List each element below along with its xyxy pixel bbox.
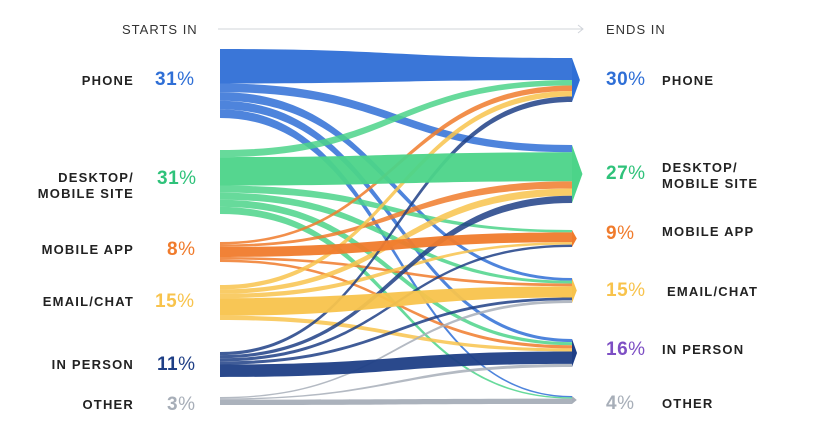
- flow-mobile-app-to-desktop-mobile-site: [220, 181, 572, 247]
- end-arrow-email-chat: [572, 278, 577, 303]
- end-label-other: OTHER: [662, 396, 714, 411]
- flow-phone-to-in-person: [220, 100, 572, 343]
- flow-phone-to-other: [220, 109, 572, 398]
- end-label-desktop-mobile-site: DESKTOP/ MOBILE SITE: [662, 160, 759, 191]
- start-pct-other: 3%: [167, 394, 196, 415]
- start-pct-in-person: 11%: [157, 354, 196, 375]
- end-nodes-group: [572, 58, 583, 404]
- end-label-email-chat: EMAIL/CHAT: [667, 284, 759, 299]
- start-pct-mobile-app: 8%: [167, 239, 196, 260]
- flow-email-chat-to-email-chat: [220, 286, 572, 316]
- arrow-line: [218, 24, 584, 34]
- flow-in-person-to-desktop-mobile-site: [220, 195, 572, 359]
- end-pct-mobile-app: 9%: [606, 223, 635, 244]
- end-label-phone: PHONE: [662, 73, 715, 88]
- end-label-in-person: IN PERSON: [662, 342, 745, 357]
- flow-desktop-mobile-site-to-email-chat: [220, 192, 572, 284]
- end-arrow-other: [572, 396, 577, 404]
- flow-other-to-in-person: [220, 363, 572, 400]
- end-label-mobile-app: MOBILE APP: [662, 224, 755, 239]
- flow-in-person-to-in-person: [220, 351, 572, 377]
- header-arrow-line: [218, 24, 584, 34]
- flow-mobile-app-to-mobile-app: [220, 232, 572, 257]
- start-label-phone: PHONE: [81, 73, 134, 88]
- start-pct-desktop-mobile-site: 31%: [157, 168, 197, 189]
- end-pct-in-person: 16%: [606, 339, 646, 360]
- start-pct-phone: 31%: [155, 69, 195, 90]
- end-pct-other: 4%: [606, 393, 635, 414]
- start-label-email-chat: EMAIL/CHAT: [42, 294, 134, 309]
- flow-email-chat-to-in-person: [220, 315, 572, 352]
- start-pct-email-chat: 15%: [155, 291, 195, 312]
- flow-mobile-app-to-email-chat: [220, 257, 572, 287]
- end-pct-email-chat: 15%: [606, 280, 646, 301]
- end-pct-desktop-mobile-site: 27%: [606, 163, 646, 184]
- flow-in-person-to-phone: [220, 96, 572, 356]
- flow-phone-to-email-chat: [220, 92, 572, 281]
- end-pct-phone: 30%: [606, 69, 646, 90]
- starts-in-header: STARTS IN: [122, 22, 198, 37]
- flow-email-chat-to-phone: [220, 91, 572, 290]
- end-arrow-desktop-mobile-site: [572, 145, 583, 203]
- start-label-in-person: IN PERSON: [51, 357, 134, 372]
- flow-phone-to-phone: [220, 49, 572, 84]
- flow-email-chat-to-mobile-app: [220, 242, 572, 299]
- start-label-desktop-mobile-site: DESKTOP/ MOBILE SITE: [37, 170, 134, 201]
- flow-in-person-to-email-chat: [220, 297, 572, 365]
- end-arrow-mobile-app: [572, 230, 577, 247]
- end-arrow-in-person: [572, 339, 578, 367]
- flow-other-to-other: [220, 398, 572, 405]
- flow-desktop-mobile-site-to-phone: [220, 80, 572, 158]
- flows-group: [220, 49, 572, 405]
- end-arrow-phone: [572, 58, 580, 102]
- flow-other-to-email-chat: [220, 300, 572, 399]
- flow-desktop-mobile-site-to-desktop-mobile-site: [220, 152, 572, 186]
- flow-desktop-mobile-site-to-mobile-app: [220, 185, 572, 233]
- start-label-other: OTHER: [82, 397, 134, 412]
- start-label-mobile-app: MOBILE APP: [41, 242, 134, 257]
- ends-in-header: ENDS IN: [606, 22, 666, 37]
